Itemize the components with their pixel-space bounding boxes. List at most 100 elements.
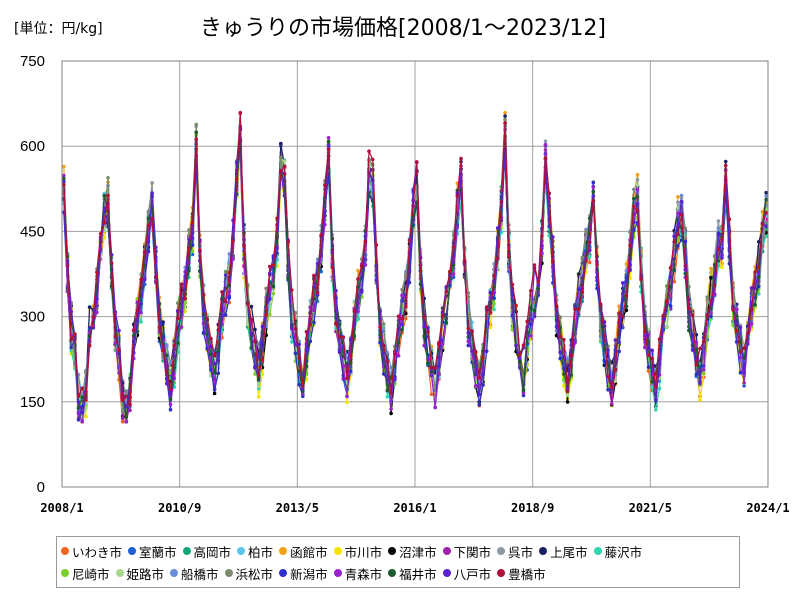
- series-point: [587, 255, 592, 259]
- series-point: [683, 263, 688, 268]
- series-point: [635, 182, 640, 187]
- series-point: [720, 237, 724, 242]
- series-point: [448, 269, 452, 274]
- series-point: [701, 368, 706, 372]
- series-point: [554, 304, 559, 308]
- legend-item: 沼津市: [388, 542, 437, 561]
- series-point: [146, 216, 151, 221]
- series-point: [370, 157, 375, 162]
- legend-marker: [128, 547, 137, 555]
- series-point: [334, 321, 338, 326]
- legend: いわき市 室蘭市 高岡市 柏市 函館市 市川市 沼津市 下関市 呉市 上尾市 藤沢市 尼崎市 姫路市船…: [56, 536, 740, 588]
- series-point: [190, 236, 195, 240]
- series-point: [598, 333, 603, 337]
- series-point: [635, 194, 640, 199]
- legend-label: 函館市: [290, 544, 328, 560]
- legend-item: 藤沢市: [593, 542, 643, 561]
- series-point: [569, 373, 574, 377]
- series-point: [558, 315, 562, 319]
- series-point: [429, 365, 434, 370]
- series-point: [396, 353, 401, 358]
- series-point: [117, 328, 121, 333]
- x-tick-label: 2016/1: [393, 501, 436, 515]
- series-point: [668, 265, 673, 270]
- legend-item: 青森市: [333, 564, 383, 583]
- series-point: [65, 264, 70, 268]
- series-point: [492, 302, 496, 306]
- series-point: [187, 228, 191, 232]
- legend-marker: [279, 547, 288, 555]
- series-point: [279, 141, 283, 146]
- series-point: [742, 381, 746, 385]
- series-point: [124, 415, 129, 419]
- series-point: [540, 234, 544, 238]
- legend-label: 青森市: [344, 566, 383, 582]
- series-point: [676, 232, 680, 236]
- series-point: [216, 371, 221, 376]
- series-point: [62, 176, 66, 181]
- series-point: [757, 269, 761, 274]
- y-tick-label: 450: [20, 223, 45, 240]
- series-point: [621, 281, 625, 285]
- series-point: [738, 355, 743, 360]
- series-point: [91, 315, 96, 319]
- series-point: [738, 371, 743, 375]
- series-point: [547, 191, 551, 195]
- series-point: [576, 272, 581, 276]
- series-point: [356, 317, 360, 322]
- series-point: [462, 258, 467, 263]
- series-point: [712, 254, 717, 258]
- series-point: [591, 189, 596, 194]
- series-point: [492, 307, 496, 312]
- series-point: [279, 168, 283, 173]
- series-point: [389, 411, 393, 416]
- y-tick-label: 300: [20, 309, 45, 326]
- series-point: [525, 319, 529, 324]
- legend-label: 藤沢市: [604, 544, 643, 560]
- series-point: [624, 308, 629, 313]
- legend-marker: [388, 547, 397, 555]
- series-point: [404, 273, 408, 277]
- series-point: [455, 225, 460, 230]
- series-point: [124, 389, 129, 394]
- series-point: [312, 308, 316, 313]
- series-point: [734, 307, 739, 312]
- series-point: [429, 392, 434, 397]
- series-point: [249, 304, 254, 309]
- series-point: [503, 117, 507, 122]
- series-point: [694, 372, 699, 377]
- series-point: [746, 331, 750, 336]
- series-point: [238, 110, 243, 115]
- series-point: [760, 221, 765, 226]
- series-point: [757, 265, 761, 269]
- series-point: [326, 143, 331, 148]
- series-point: [676, 244, 680, 248]
- legend-item: 呉市: [497, 542, 533, 561]
- series-point: [709, 314, 713, 319]
- series-point: [389, 407, 393, 411]
- series-point: [359, 264, 364, 268]
- series-point: [326, 147, 331, 152]
- series-point: [76, 418, 81, 422]
- series-point: [106, 176, 110, 180]
- legend-label: 柏市: [248, 544, 274, 560]
- series-point: [565, 389, 570, 394]
- legend-marker: [61, 547, 69, 555]
- series-point: [565, 356, 570, 361]
- series-point: [293, 351, 298, 356]
- legend-marker: [61, 569, 69, 577]
- series-point: [437, 364, 441, 368]
- y-tick-label: 150: [20, 394, 45, 411]
- series-point: [481, 382, 485, 387]
- legend-item: 豊橋市: [497, 564, 546, 583]
- series-point: [120, 398, 125, 403]
- series-point: [635, 201, 640, 206]
- series-point: [734, 314, 739, 319]
- series-point: [348, 353, 353, 358]
- legend-label: 下関市: [453, 544, 492, 560]
- series-point: [650, 356, 654, 361]
- series-point: [312, 320, 316, 325]
- series-point: [510, 328, 515, 332]
- series-point: [256, 373, 261, 378]
- series-point: [749, 322, 754, 326]
